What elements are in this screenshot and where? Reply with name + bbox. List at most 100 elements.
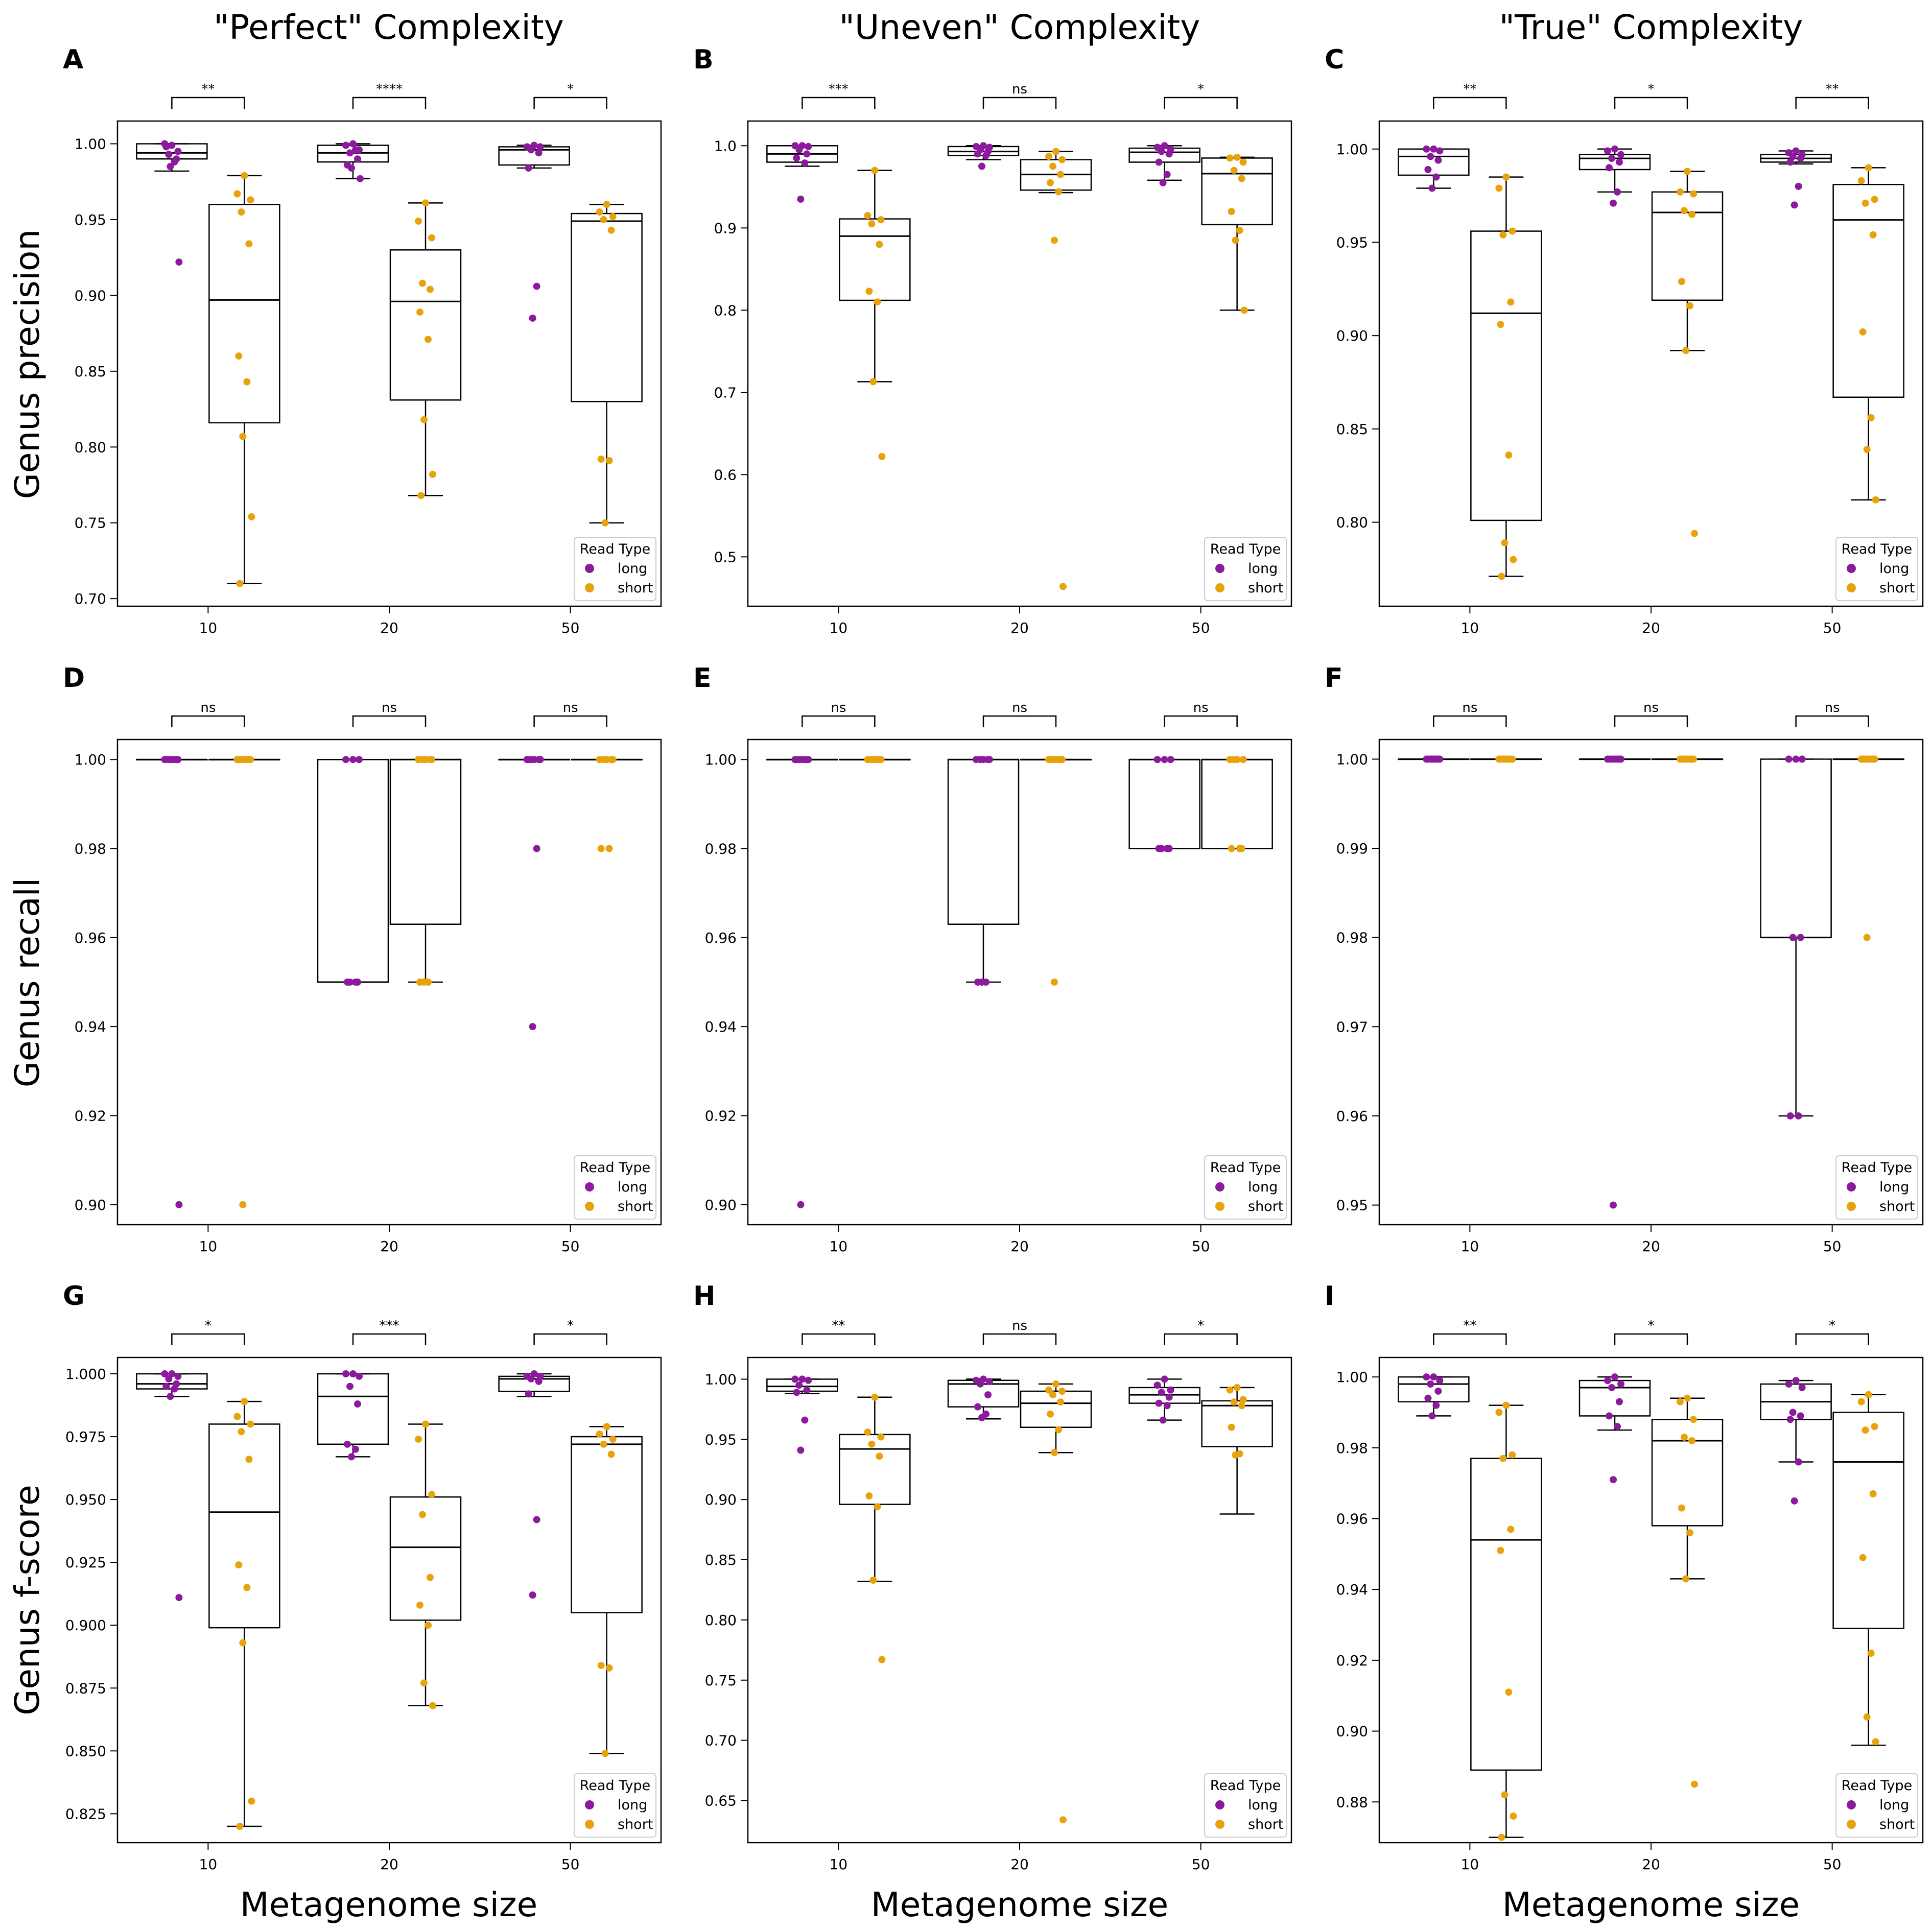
y-tick-label: 0.95: [705, 1431, 737, 1448]
legend-label-short: short: [1248, 1817, 1283, 1832]
data-point-short: [1682, 755, 1689, 763]
panel-h: H 0.65 0.70 0.75 0.80 0.85 0.90 0.95 1.00 10 ** 20 n…: [693, 1281, 1292, 1873]
data-point-long: [165, 1375, 173, 1383]
data-point-long: [357, 175, 364, 182]
legend: Read Type long short: [1835, 537, 1918, 601]
y-tick-label: 1.00: [75, 751, 106, 768]
data-point-long: [175, 258, 183, 266]
legend-marker-short: [1847, 583, 1856, 592]
data-point-short: [1681, 207, 1688, 215]
row-label-recall: Genus recall: [8, 878, 47, 1087]
data-point-short: [1239, 756, 1247, 764]
data-point-short: [868, 1440, 876, 1448]
y-tick-label: 0.92: [75, 1107, 106, 1124]
data-point-long: [1155, 1399, 1163, 1407]
data-point-long: [974, 1403, 981, 1411]
data-point-short: [245, 240, 253, 248]
data-point-short: [1236, 845, 1243, 852]
data-point-short: [1509, 1451, 1516, 1459]
data-point-long: [1606, 755, 1613, 763]
panel-letter: A: [63, 44, 83, 75]
significance-label: *: [1829, 1318, 1835, 1333]
x-axis-label-col2: Metagenome size: [871, 1885, 1168, 1924]
data-point-long: [1153, 1381, 1161, 1389]
data-point-long: [349, 1370, 357, 1377]
box-long-20: [1578, 145, 1651, 207]
data-point-long: [162, 1383, 170, 1390]
data-point-short: [1059, 1816, 1067, 1824]
data-point-short: [605, 457, 613, 464]
legend-label-short: short: [1879, 580, 1915, 596]
data-point-short: [1045, 1386, 1052, 1394]
data-point-long: [354, 1400, 361, 1408]
y-tick-label: 0.96: [1336, 1511, 1368, 1528]
data-point-short: [1233, 153, 1241, 161]
data-point-long: [356, 756, 363, 764]
panel-letter: G: [63, 1281, 85, 1312]
x-tick-label: 10: [199, 1856, 218, 1873]
x-tick-label: 50: [561, 1856, 580, 1873]
data-point-long: [533, 845, 540, 852]
x-tick-label: 10: [830, 1238, 848, 1255]
data-point-long: [1604, 147, 1611, 155]
data-point-short: [427, 285, 434, 293]
data-point-short: [1691, 1780, 1698, 1788]
y-tick-label: 0.98: [1336, 1440, 1368, 1457]
y-tick-label: 1.000: [65, 1366, 106, 1383]
data-point-long: [1167, 1386, 1174, 1394]
data-point-short: [422, 199, 429, 207]
significance-bracket: [1164, 715, 1238, 727]
data-point-short: [245, 1456, 253, 1463]
data-point-short: [1501, 1791, 1509, 1799]
legend-title: Read Type: [1210, 541, 1281, 557]
data-point-short: [1862, 199, 1869, 207]
legend-marker-long: [585, 1182, 594, 1192]
data-point-long: [1155, 158, 1163, 166]
data-point-long: [1789, 934, 1797, 941]
data-point-short: [236, 580, 244, 587]
data-point-short: [1678, 1504, 1685, 1512]
data-point-short: [1497, 1546, 1504, 1554]
data-point-short: [1228, 845, 1235, 852]
box-short-50: [571, 756, 643, 852]
significance-label: ns: [1012, 82, 1027, 97]
significance-label: ns: [1193, 700, 1209, 716]
y-tick-label: 0.90: [705, 1491, 737, 1508]
data-point-long: [165, 151, 173, 158]
significance-bracket: [802, 715, 876, 727]
data-point-short: [1690, 1416, 1697, 1423]
x-tick-label: 50: [561, 619, 580, 636]
significance-label: ns: [563, 700, 578, 716]
significance-bracket: [533, 1333, 607, 1345]
data-point-long: [795, 146, 803, 154]
data-point-short: [1505, 1688, 1513, 1696]
box-short-20: [1020, 148, 1092, 590]
data-point-long: [1792, 147, 1800, 155]
box-short-50: [1832, 1391, 1904, 1746]
data-point-long: [793, 154, 800, 162]
data-point-long: [1614, 188, 1621, 196]
data-point-short: [1862, 1426, 1869, 1434]
x-tick-label: 50: [1823, 1238, 1842, 1255]
significance-bracket: [802, 1333, 876, 1345]
data-point-short: [601, 1750, 609, 1757]
box-long-20: [947, 1375, 1020, 1421]
data-point-long: [1795, 1458, 1802, 1466]
data-point-short: [1058, 156, 1066, 163]
data-point-short: [1865, 1391, 1872, 1398]
data-point-long: [356, 1372, 363, 1380]
significance-label: **: [201, 82, 215, 97]
data-point-short: [429, 1702, 436, 1709]
data-point-short: [248, 1797, 255, 1805]
data-point-short: [1677, 188, 1684, 196]
box-iqr: [571, 212, 643, 402]
significance-bracket: [1795, 715, 1869, 727]
x-tick-label: 50: [561, 1238, 580, 1255]
data-point-long: [535, 1377, 543, 1385]
data-point-long: [1798, 755, 1806, 763]
box-short-20: [1651, 168, 1724, 537]
box-iqr: [1832, 1412, 1904, 1629]
data-point-short: [1859, 328, 1867, 336]
data-point-short: [1507, 1526, 1515, 1533]
box-long-50: [1128, 756, 1200, 852]
